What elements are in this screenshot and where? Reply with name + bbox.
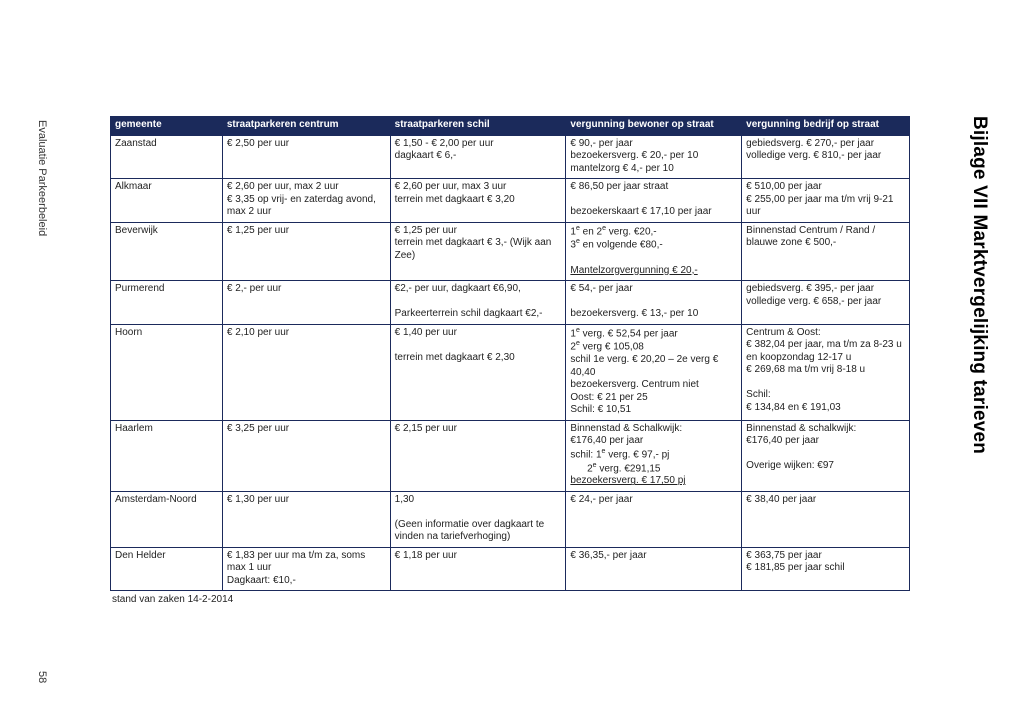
- table-cell: €2,- per uur, dagkaart €6,90, Parkeerter…: [390, 281, 566, 325]
- table-cell: gebiedsverg. € 270,- per jaarvolledige v…: [742, 135, 910, 179]
- table-cell: Binnenstad & Schalkwijk:€176,40 per jaar…: [566, 420, 742, 491]
- col-gemeente: gemeente: [111, 117, 223, 136]
- table-cell: Centrum & Oost:€ 382,04 per jaar, ma t/m…: [742, 324, 910, 420]
- table-row: Den Helder€ 1,83 per uur ma t/m za, soms…: [111, 547, 910, 591]
- table-cell: € 54,- per jaar bezoekersverg. € 13,- pe…: [566, 281, 742, 325]
- table-row: Amsterdam-Noord€ 1,30 per uur1,30 (Geen …: [111, 491, 910, 547]
- table-header-row: gemeente straatparkeren centrum straatpa…: [111, 117, 910, 136]
- table-cell: Hoorn: [111, 324, 223, 420]
- table-cell: € 86,50 per jaar straat bezoekerskaart €…: [566, 179, 742, 223]
- table-row: Haarlem€ 3,25 per uur€ 2,15 per uurBinne…: [111, 420, 910, 491]
- table-cell: € 24,- per jaar: [566, 491, 742, 547]
- page: Evaluatie Parkeerbeleid 58 Bijlage VII M…: [0, 0, 1024, 723]
- table-cell: € 2,60 per uur, max 3 uurterrein met dag…: [390, 179, 566, 223]
- col-schil: straatparkeren schil: [390, 117, 566, 136]
- table-cell: € 510,00 per jaar€ 255,00 per jaar ma t/…: [742, 179, 910, 223]
- table-cell: Amsterdam-Noord: [111, 491, 223, 547]
- table-cell: Purmerend: [111, 281, 223, 325]
- table-cell: € 2,15 per uur: [390, 420, 566, 491]
- table-body: Zaanstad€ 2,50 per uur€ 1,50 - € 2,00 pe…: [111, 135, 910, 591]
- table-cell: € 1,50 - € 2,00 per uurdagkaart € 6,-: [390, 135, 566, 179]
- table-cell: € 1,83 per uur ma t/m za, soms max 1 uur…: [222, 547, 390, 591]
- table-cell: Beverwijk: [111, 222, 223, 281]
- table-row: Purmerend€ 2,- per uur€2,- per uur, dagk…: [111, 281, 910, 325]
- table-row: Zaanstad€ 2,50 per uur€ 1,50 - € 2,00 pe…: [111, 135, 910, 179]
- table-cell: € 2,10 per uur: [222, 324, 390, 420]
- table-cell: Haarlem: [111, 420, 223, 491]
- table-cell: € 2,- per uur: [222, 281, 390, 325]
- table-cell: Binnenstad Centrum / Rand / blauwe zone …: [742, 222, 910, 281]
- table-cell: € 363,75 per jaar€ 181,85 per jaar schil: [742, 547, 910, 591]
- tariff-table: gemeente straatparkeren centrum straatpa…: [110, 116, 910, 591]
- side-document-label: Evaluatie Parkeerbeleid: [36, 120, 48, 236]
- table-cell: 1,30 (Geen informatie over dagkaart te v…: [390, 491, 566, 547]
- col-bewoner: vergunning bewoner op straat: [566, 117, 742, 136]
- table-cell: € 36,35,- per jaar: [566, 547, 742, 591]
- table-cell: € 1,25 per uur: [222, 222, 390, 281]
- table-cell: € 38,40 per jaar: [742, 491, 910, 547]
- table-cell: € 3,25 per uur: [222, 420, 390, 491]
- table-row: Beverwijk€ 1,25 per uur€ 1,25 per uurter…: [111, 222, 910, 281]
- table-cell: gebiedsverg. € 395,- per jaarvolledige v…: [742, 281, 910, 325]
- table-cell: € 1,30 per uur: [222, 491, 390, 547]
- table-cell: Binnenstad & schalkwijk:€176,40 per jaar…: [742, 420, 910, 491]
- table-cell: Zaanstad: [111, 135, 223, 179]
- page-number: 58: [36, 671, 48, 683]
- table-cell: Alkmaar: [111, 179, 223, 223]
- table-cell: € 2,60 per uur, max 2 uur€ 3,35 op vrij-…: [222, 179, 390, 223]
- table-cell: 1e verg. € 52,54 per jaar2e verg € 105,0…: [566, 324, 742, 420]
- table-cell: € 1,40 per uur terrein met dagkaart € 2,…: [390, 324, 566, 420]
- table-caption: stand van zaken 14-2-2014: [110, 594, 910, 605]
- table-cell: € 1,25 per uurterrein met dagkaart € 3,-…: [390, 222, 566, 281]
- table-row: Hoorn€ 2,10 per uur€ 1,40 per uur terrei…: [111, 324, 910, 420]
- table-cell: € 2,50 per uur: [222, 135, 390, 179]
- table-cell: € 1,18 per uur: [390, 547, 566, 591]
- table-cell: 1e en 2e verg. €20,-3e en volgende €80,-…: [566, 222, 742, 281]
- table-cell: Den Helder: [111, 547, 223, 591]
- col-bedrijf: vergunning bedrijf op straat: [742, 117, 910, 136]
- page-title: Bijlage VII Marktvergelijking tarieven: [968, 116, 990, 454]
- tariff-table-wrap: gemeente straatparkeren centrum straatpa…: [110, 116, 910, 605]
- table-cell: € 90,- per jaarbezoekersverg. € 20,- per…: [566, 135, 742, 179]
- table-row: Alkmaar€ 2,60 per uur, max 2 uur€ 3,35 o…: [111, 179, 910, 223]
- col-centrum: straatparkeren centrum: [222, 117, 390, 136]
